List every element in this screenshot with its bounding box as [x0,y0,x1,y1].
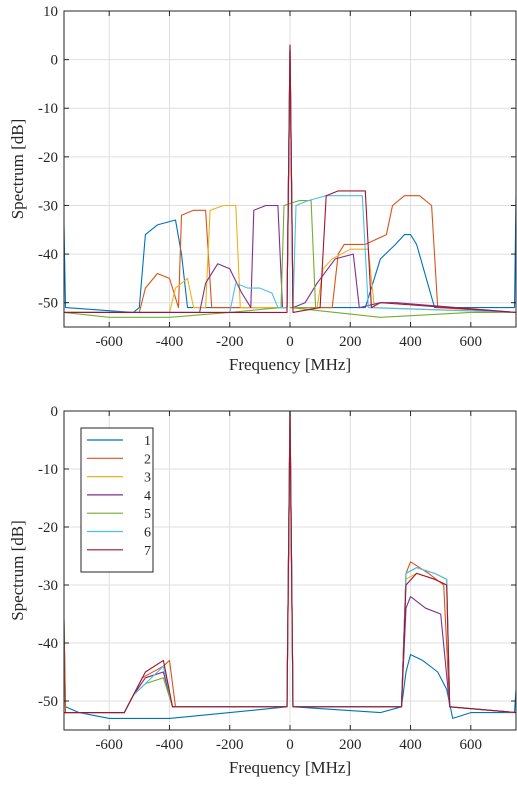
legend-label-2: 2 [144,452,151,467]
legend-label-4: 4 [144,489,151,504]
chart-top: -600 -400 -200 0 200 400 600 10 0 -10 -20 -30 -40 -50… [8,4,517,374]
series-group [64,44,516,318]
x-tick-label: 200 [339,334,362,350]
y-tick-label: 0 [51,404,59,420]
x-tick-label: 600 [460,737,483,753]
y-tick-label: -40 [38,247,58,263]
x-tick-label: -600 [95,737,123,753]
series-line-1 [64,411,516,719]
chart-bottom: -600 -400 -200 0 200 400 600 0 -10 -20 -30 -40 -50 Fr… [8,404,517,777]
y-tick-label: -50 [38,296,58,312]
legend-label-1: 1 [144,434,151,449]
y-tick-label: -30 [38,198,58,214]
y-tick-label: -30 [38,578,58,594]
x-tick-label: -200 [216,737,244,753]
legend-label-5: 5 [144,507,151,522]
y-tick-label: -20 [38,150,58,166]
y-tick-label: -40 [38,636,58,652]
y-tick-label: -20 [38,520,58,536]
y-tick-label: -10 [38,101,58,117]
legend: 1 2 3 4 5 6 7 [80,427,154,573]
x-tick-label: -400 [156,737,184,753]
series-line-3 [64,49,516,313]
legend-label-6: 6 [144,526,151,541]
legend-label-7: 7 [144,544,151,559]
x-tick-label: 0 [286,334,294,350]
x-axis-label: Frequency [MHz] [229,758,351,777]
x-tick-label: -200 [216,334,244,350]
x-tick-label: -400 [156,334,184,350]
legend-box [80,427,154,573]
x-tick-label: 200 [339,737,362,753]
y-tick-label: -10 [38,462,58,478]
x-tick-label: 400 [399,334,422,350]
y-axis-label: Spectrum [dB] [8,119,27,220]
legend-label-3: 3 [144,471,151,486]
x-axis-label: Frequency [MHz] [229,355,351,374]
series-group [64,411,516,719]
series-line-7 [64,411,516,714]
x-tick-label: 600 [460,334,483,350]
x-tick-label: -600 [95,334,123,350]
y-axis-label: Spectrum [dB] [8,520,27,621]
y-tick-label: 0 [51,53,59,69]
y-tick-label: 10 [43,4,58,20]
x-tick-label: 400 [399,737,422,753]
y-tick-label: -50 [38,694,58,710]
series-line-7 [64,44,516,313]
series-line-5 [64,200,516,318]
x-tick-label: 0 [286,737,294,753]
